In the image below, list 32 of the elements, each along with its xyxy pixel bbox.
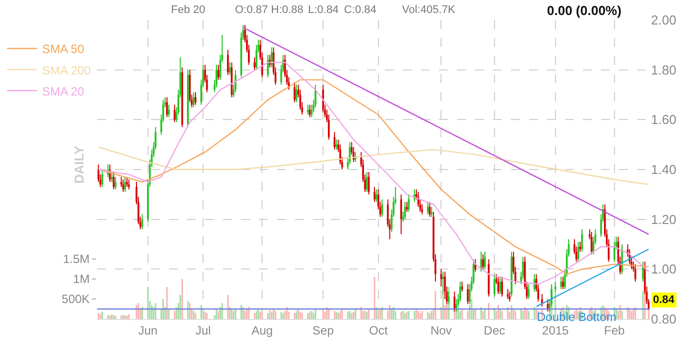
y-tick-label: 1.40 bbox=[651, 162, 676, 178]
x-tick-label: Oct bbox=[368, 323, 388, 338]
y2-tick-label: 1M bbox=[73, 272, 90, 286]
legend-label: SMA 200 bbox=[42, 63, 92, 78]
legend-label: SMA 20 bbox=[42, 84, 84, 98]
x-tick-label: Jul bbox=[195, 323, 211, 338]
y-tick-label: 2.00 bbox=[651, 12, 676, 28]
y-tick-label: 1.20 bbox=[651, 212, 676, 227]
x-tick-label: Dec bbox=[484, 323, 506, 338]
legend-label: SMA 50 bbox=[42, 42, 84, 56]
text: Vol:405.7K bbox=[402, 4, 456, 16]
y-tick-label: 0.80 bbox=[651, 312, 676, 327]
text: Feb 20 bbox=[171, 4, 206, 16]
line-series bbox=[98, 146, 650, 186]
x-tick-label: Feb bbox=[604, 323, 626, 338]
text: C:0.84 bbox=[344, 4, 376, 16]
x-tick-label: Jun bbox=[138, 323, 158, 338]
text: H:0.88 bbox=[271, 4, 304, 16]
y2-tick-label: 1.5M bbox=[63, 252, 90, 266]
text: L:0.84 bbox=[308, 4, 339, 16]
text: O:0.87 bbox=[235, 4, 268, 16]
text: 0.00 (0.00%) bbox=[547, 3, 622, 18]
x-tick-label: Nov bbox=[430, 323, 452, 338]
x-tick-label: Aug bbox=[251, 323, 273, 338]
y2-tick-label: 500K bbox=[62, 292, 90, 306]
y-tick-label: 1.00 bbox=[651, 262, 676, 277]
y-tick-label: 1.80 bbox=[651, 62, 676, 78]
x-tick-label: 2015 bbox=[542, 323, 570, 338]
annotation: Double Bottom bbox=[537, 310, 616, 324]
x-tick-label: Sep bbox=[312, 323, 334, 338]
text: 0.84 bbox=[653, 294, 676, 306]
y-tick-label: 1.60 bbox=[651, 112, 676, 128]
